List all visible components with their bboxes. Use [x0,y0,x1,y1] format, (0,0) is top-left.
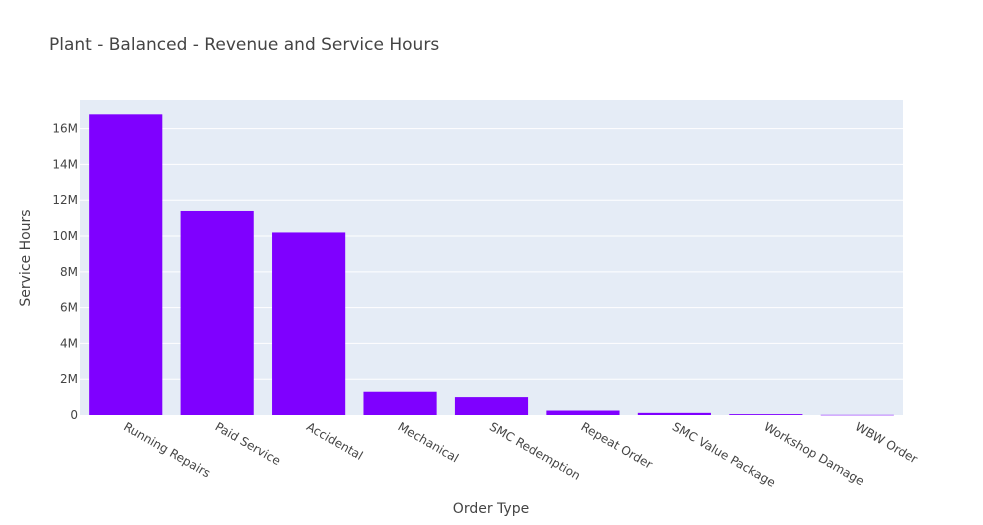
x-tick-label: Repeat Order [578,419,654,471]
y-tick-label: 10M [52,229,78,243]
bar[interactable] [89,114,163,416]
bar[interactable] [729,414,803,415]
bar[interactable] [454,397,529,415]
x-axis-title: Order Type [453,501,529,517]
y-tick-label: 12M [52,193,78,207]
bar[interactable] [546,410,620,415]
y-tick-label: 0 [70,408,78,422]
chart-title: Plant - Balanced - Revenue and Service H… [49,35,439,55]
y-tick-label: 4M [60,336,78,350]
bar[interactable] [637,412,711,415]
y-tick-label: 8M [60,265,78,279]
y-axis-ticks: 0 2M 4M 6M 8M 10M 12M 14M 16M [52,122,78,422]
bar[interactable] [820,414,894,416]
x-tick-label: SMC Redemption [487,419,583,482]
x-tick-label: Accidental [304,419,365,462]
x-axis-ticks: Running Repairs Paid Service Accidental Mec… [121,419,920,489]
bar[interactable] [272,232,346,415]
bar[interactable] [180,210,254,415]
x-tick-label: Paid Service [213,419,283,468]
y-tick-label: 14M [52,157,78,171]
y-tick-label: 16M [52,122,78,136]
y-axis-title: Service Hours [18,209,34,306]
x-tick-label: Running Repairs [121,419,213,480]
x-tick-label: Mechanical [396,419,461,465]
x-tick-label: WBW Order [853,419,920,466]
bars [89,114,894,416]
y-tick-label: 2M [60,372,78,386]
y-tick-label: 6M [60,301,78,315]
bar[interactable] [363,391,437,415]
